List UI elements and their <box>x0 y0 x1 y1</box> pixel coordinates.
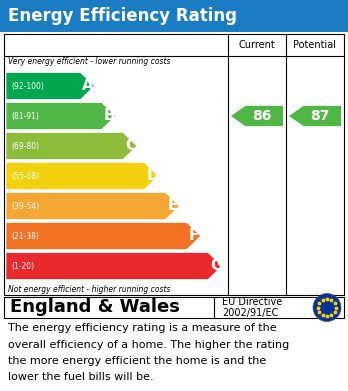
FancyBboxPatch shape <box>4 297 344 318</box>
Polygon shape <box>6 222 201 249</box>
Text: Not energy efficient - higher running costs: Not energy efficient - higher running co… <box>8 285 171 294</box>
Text: EU Directive
2002/91/EC: EU Directive 2002/91/EC <box>222 297 282 318</box>
Polygon shape <box>289 106 341 126</box>
Text: Potential: Potential <box>293 40 337 50</box>
Text: B: B <box>104 108 115 124</box>
Polygon shape <box>6 192 180 219</box>
Text: (55-68): (55-68) <box>11 172 39 181</box>
FancyBboxPatch shape <box>4 34 344 295</box>
Text: (21-38): (21-38) <box>11 231 39 240</box>
Circle shape <box>313 294 341 321</box>
Text: (92-100): (92-100) <box>11 81 44 90</box>
Text: (81-91): (81-91) <box>11 111 39 120</box>
Text: C: C <box>125 138 136 154</box>
Text: Current: Current <box>239 40 275 50</box>
Polygon shape <box>6 133 137 160</box>
Text: (39-54): (39-54) <box>11 201 39 210</box>
Text: lower the fuel bills will be.: lower the fuel bills will be. <box>8 373 153 382</box>
Polygon shape <box>6 163 158 190</box>
Polygon shape <box>6 72 94 99</box>
Text: A: A <box>82 79 94 93</box>
Text: (69-80): (69-80) <box>11 142 39 151</box>
Text: Energy Efficiency Rating: Energy Efficiency Rating <box>8 7 237 25</box>
Text: F: F <box>189 228 199 244</box>
Text: G: G <box>210 258 222 273</box>
Text: The energy efficiency rating is a measure of the: The energy efficiency rating is a measur… <box>8 323 277 333</box>
Text: overall efficiency of a home. The higher the rating: overall efficiency of a home. The higher… <box>8 339 289 350</box>
Polygon shape <box>6 253 222 280</box>
Text: 86: 86 <box>252 109 271 123</box>
Text: 87: 87 <box>310 109 329 123</box>
Text: D: D <box>146 169 159 183</box>
Text: (1-20): (1-20) <box>11 262 34 271</box>
FancyBboxPatch shape <box>0 0 348 32</box>
Polygon shape <box>231 106 283 126</box>
Polygon shape <box>6 102 116 129</box>
Text: England & Wales: England & Wales <box>10 298 180 316</box>
Text: Very energy efficient - lower running costs: Very energy efficient - lower running co… <box>8 57 171 66</box>
Text: the more energy efficient the home is and the: the more energy efficient the home is an… <box>8 356 266 366</box>
Text: E: E <box>167 199 178 213</box>
